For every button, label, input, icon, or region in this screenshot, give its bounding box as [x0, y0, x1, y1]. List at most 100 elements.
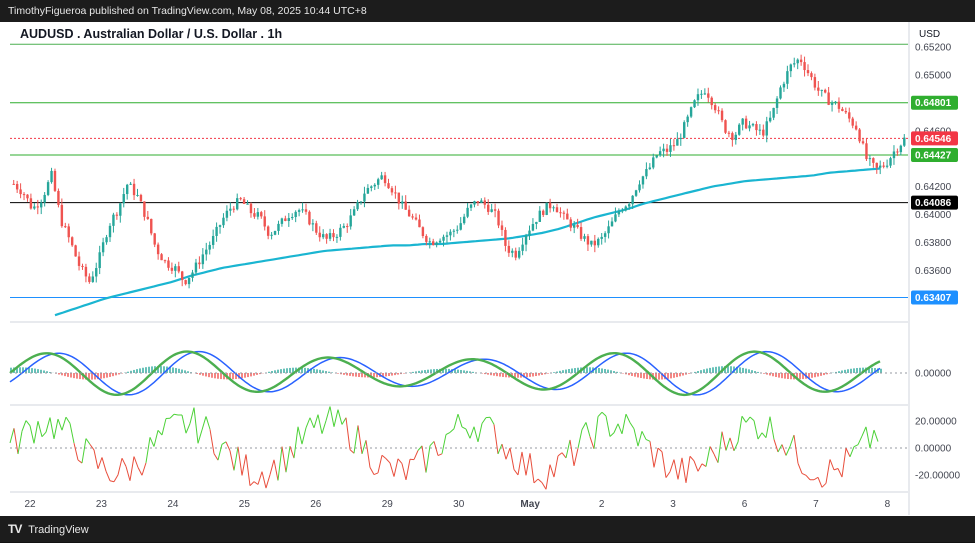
candle-body [614, 214, 616, 221]
osc2-segment [638, 431, 642, 446]
candle-body [865, 143, 867, 159]
osc2-segment [50, 417, 54, 438]
price-tick-3: 0.64200 [915, 182, 952, 193]
candle-body [463, 217, 465, 223]
osc1-hist-bar [856, 368, 858, 373]
osc1-hist-bar [142, 368, 144, 373]
candle-body [43, 195, 45, 203]
candle-body [339, 228, 341, 237]
osc1-hist-bar [385, 373, 387, 376]
osc2-segment [382, 455, 386, 458]
osc2-segment [102, 457, 106, 471]
osc2-segment [502, 444, 506, 459]
candle-body [336, 237, 338, 238]
candle-body [752, 124, 754, 125]
candle-body [123, 194, 125, 203]
candle-body [903, 138, 905, 146]
osc1-hist-bar [139, 368, 141, 373]
osc1-hist-bar [853, 368, 855, 373]
candle-body [284, 218, 286, 221]
osc2-segment [546, 465, 550, 490]
candle-body [711, 98, 713, 105]
price-levels [10, 44, 908, 297]
osc2-segment [22, 421, 26, 432]
osc2-segment [406, 459, 410, 480]
osc2-segment [318, 415, 322, 434]
osc2-tick-0: 20.00000 [915, 417, 957, 428]
candle-body [291, 217, 293, 218]
candle-body [504, 230, 506, 246]
candle-body [37, 206, 39, 207]
candle-body [308, 212, 310, 225]
currency-label[interactable]: USD [919, 29, 940, 40]
candle-body [484, 200, 486, 204]
candle-body [270, 235, 272, 236]
osc2-segment [398, 459, 402, 464]
candle-body [735, 135, 737, 140]
osc1-hist-bar [355, 373, 357, 377]
candle-body [748, 125, 750, 128]
candle-body [597, 239, 599, 245]
osc2-segment [590, 437, 594, 449]
osc1-hist-bar [538, 373, 540, 375]
osc2-segment [514, 469, 518, 474]
osc2-segment [806, 475, 810, 479]
candle-body [98, 252, 100, 268]
candle-body [198, 263, 200, 265]
candle-body [435, 242, 437, 245]
candle-body [817, 88, 819, 91]
osc1-hist-bar [637, 373, 639, 377]
osc1-hist-bar [553, 372, 555, 373]
osc1-hist-bar [187, 371, 189, 373]
osc1-hist-bar [103, 373, 105, 378]
time-tick-7: May [520, 499, 540, 510]
osc1-hist-bar [322, 370, 324, 373]
osc2-segment [282, 447, 286, 473]
osc2-segment [202, 416, 206, 430]
osc1-hist-bar [286, 368, 288, 373]
osc1-hist-bar [100, 373, 102, 379]
osc1-hist-bar [277, 370, 279, 373]
candle-body [153, 233, 155, 244]
candle-body [893, 151, 895, 158]
osc1-hist-bar [91, 373, 93, 380]
osc2-segment [146, 437, 150, 462]
osc2-segment [474, 427, 478, 442]
candle-body [717, 110, 719, 111]
osc2-segment [470, 427, 474, 439]
time-tick-1: 23 [96, 499, 108, 510]
candle-body [277, 224, 279, 231]
candle-body [260, 212, 262, 216]
osc2-segment [586, 422, 590, 436]
candle-body [669, 145, 671, 152]
candle-body [370, 186, 372, 188]
osc2-segment [150, 437, 154, 446]
osc2-segment [270, 460, 274, 475]
osc2-segment [386, 459, 390, 463]
price-tick-6: 0.63600 [915, 266, 952, 277]
osc2-segment [674, 460, 678, 480]
osc2-segment [466, 429, 470, 438]
osc2-segment [866, 427, 870, 448]
osc2-segment [718, 432, 722, 463]
osc2-segment [66, 417, 70, 423]
candle-body [600, 237, 602, 239]
footer-bar: TV TradingView [0, 516, 975, 542]
candle-body [721, 111, 723, 120]
osc2-segment [698, 464, 702, 471]
candle-body [642, 176, 644, 184]
osc2-segment [598, 412, 602, 416]
osc2-segment [314, 415, 318, 428]
osc2-segment [802, 473, 806, 475]
candle-body [563, 213, 565, 214]
osc2-segment [458, 414, 462, 427]
osc2-segment [722, 432, 726, 451]
candle-body [786, 71, 788, 84]
candle-body [61, 205, 63, 226]
osc2-segment [782, 445, 786, 456]
candle-body [470, 205, 472, 208]
osc2-segment [130, 456, 134, 480]
candle-body [195, 263, 197, 273]
osc1-hist-bar [598, 368, 600, 373]
